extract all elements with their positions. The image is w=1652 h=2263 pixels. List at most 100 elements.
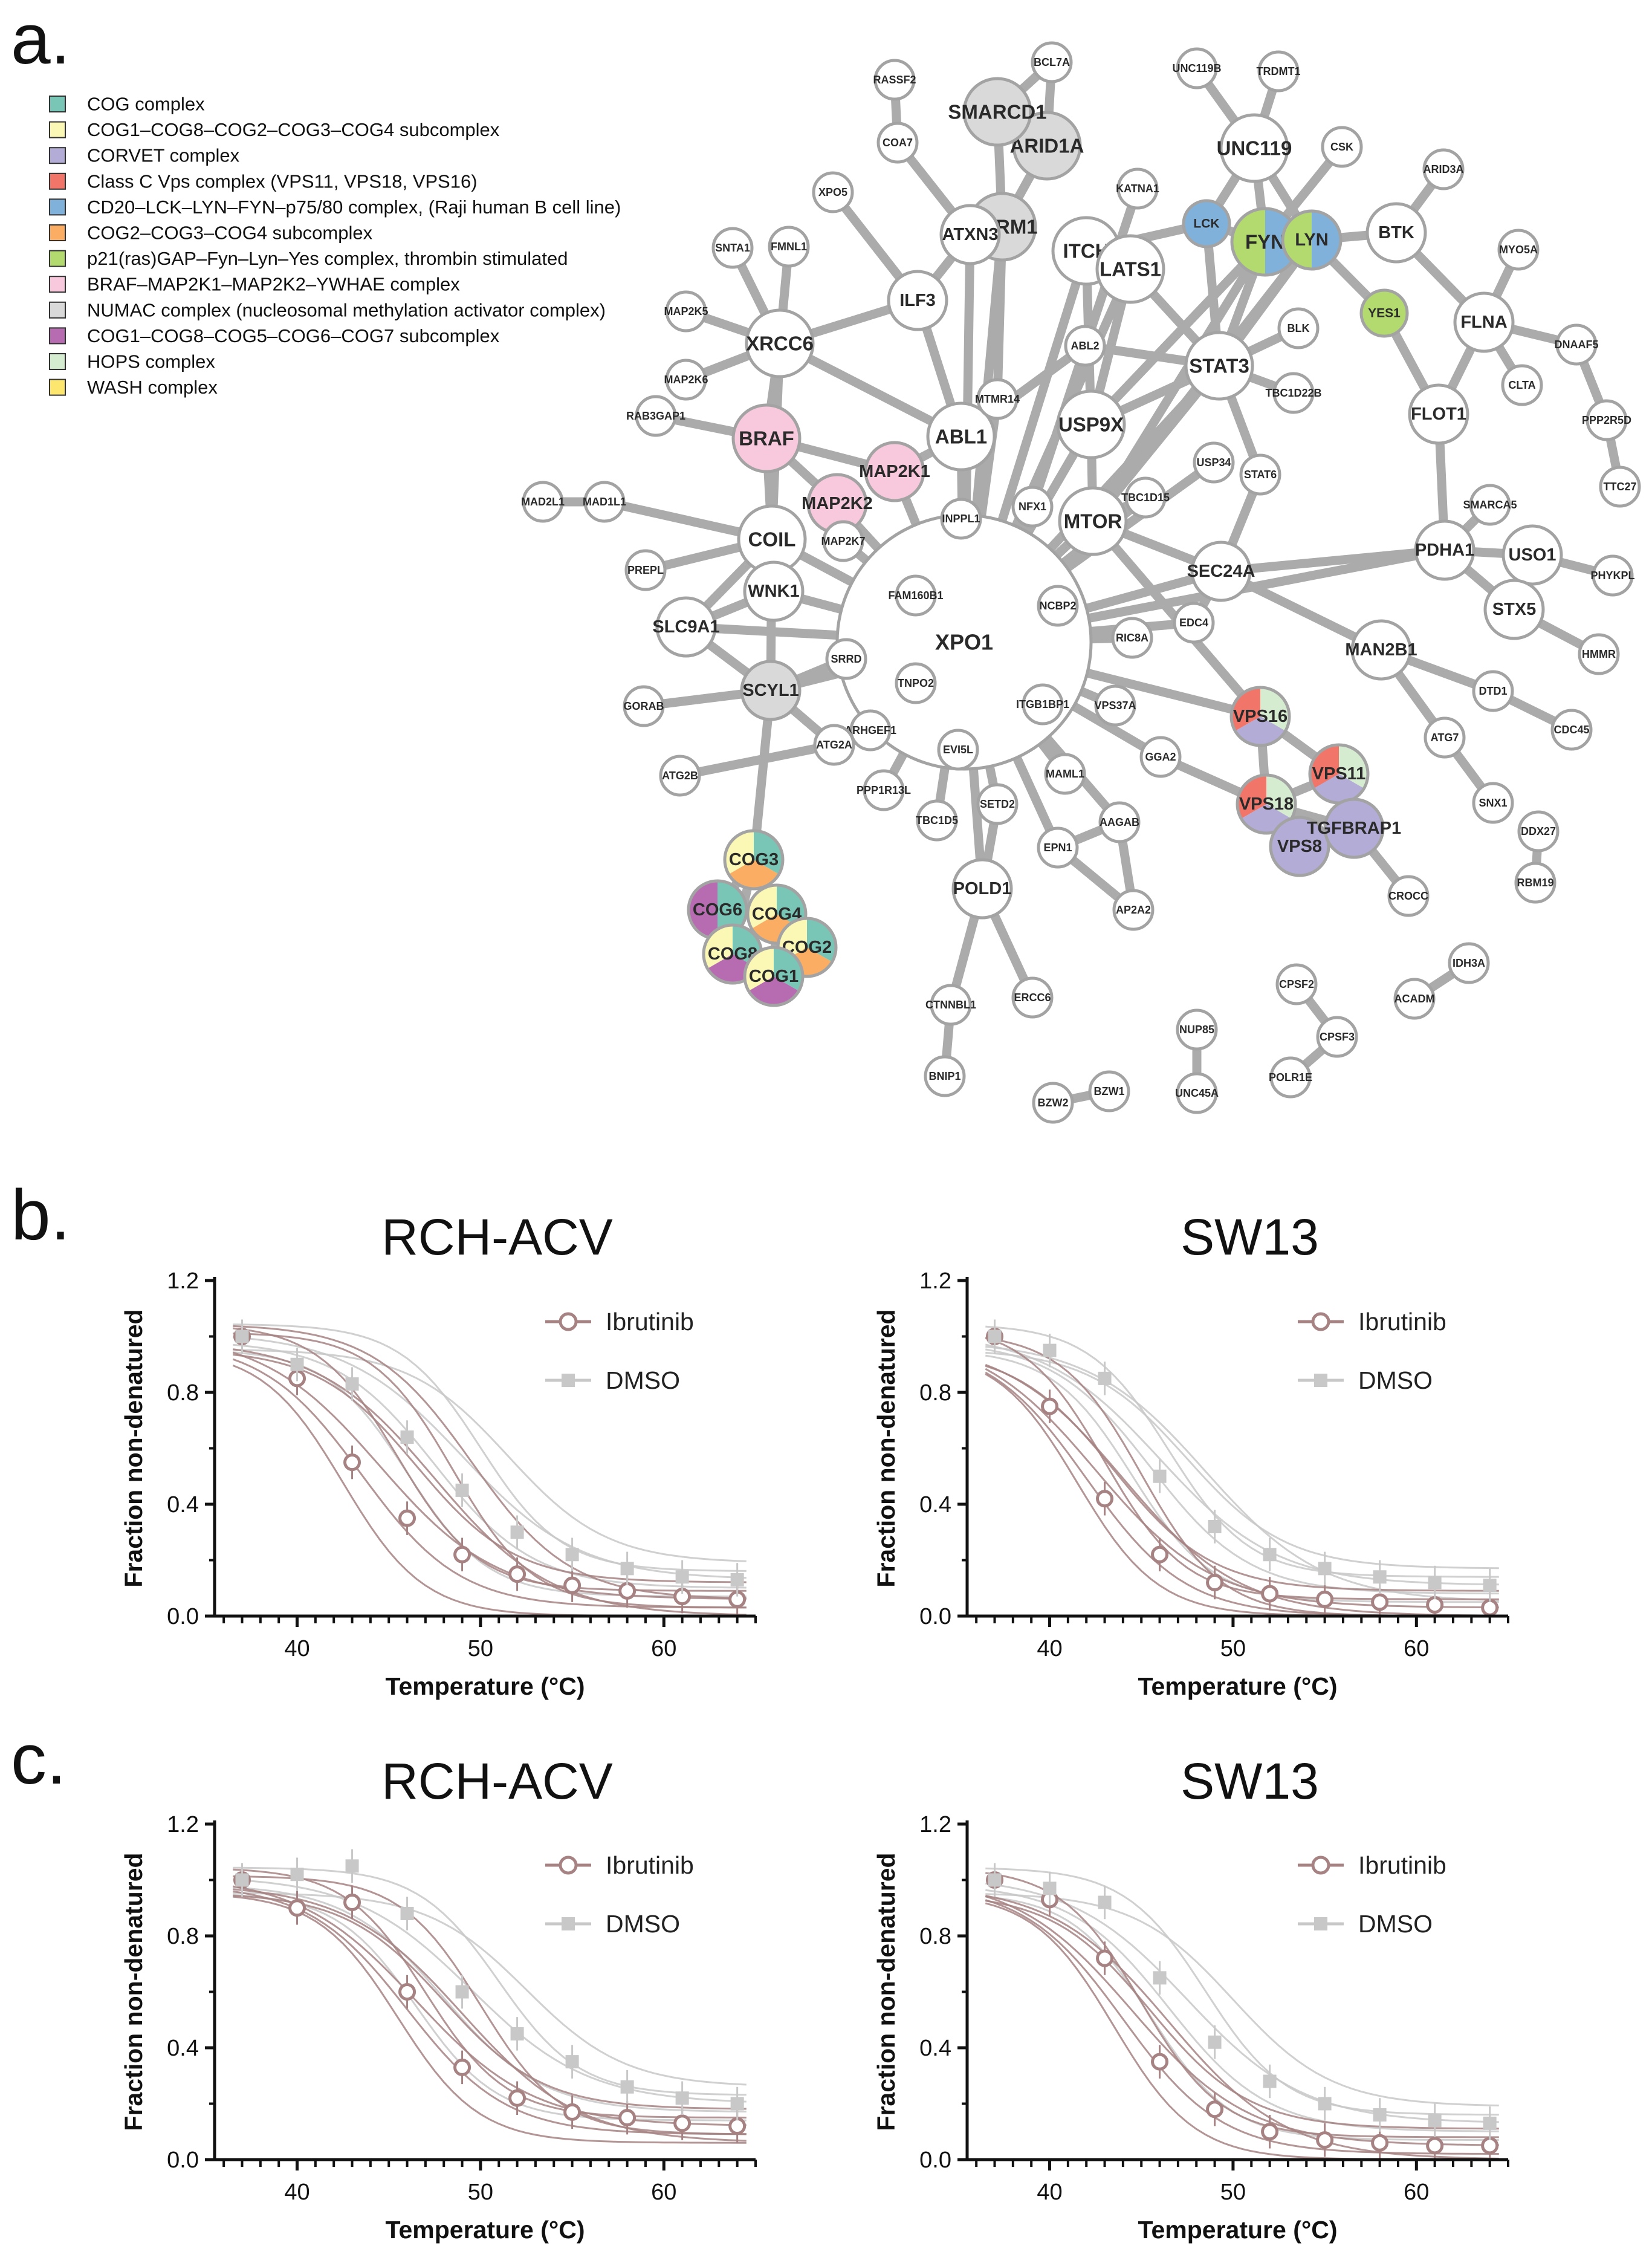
node-label-usp9x: USP9X [1058, 414, 1124, 436]
node-gorab: GORAB [623, 685, 665, 727]
node-label-gorab: GORAB [624, 700, 664, 712]
point-dmso [1153, 1469, 1167, 1483]
node-outline [1422, 148, 1465, 190]
node-outline [1483, 579, 1545, 640]
node-label-rab3gap1: RAB3GAP1 [626, 410, 685, 422]
node-fill [1259, 52, 1298, 91]
node-outline [1269, 1056, 1312, 1099]
node-cpsf3: CPSF3 [1316, 1016, 1358, 1058]
node-outline [1272, 372, 1315, 414]
node-label-hmmr: HMMR [1582, 648, 1616, 660]
axes: 0.0 0.4 0.8 1.2 40 50 60 [167, 1812, 757, 2205]
node-outline [1012, 111, 1082, 181]
node-fill [939, 730, 977, 769]
node-cog3: COG3 [723, 829, 785, 891]
node-fmnl1: FMNL1 [768, 226, 810, 268]
curve-ibrutinib [232, 1365, 747, 1617]
node-outline [1094, 684, 1136, 727]
legend-marker-ibrutinib [1311, 1856, 1330, 1875]
node-fill [667, 360, 705, 399]
node-fill [667, 292, 705, 331]
node-csk: CSK [1321, 126, 1363, 168]
node-label-arhgef1: ARHGEF1 [844, 724, 896, 736]
node-fill [1416, 521, 1474, 579]
y-tick-label: 0.0 [919, 1604, 951, 1629]
node-label-aagab: AAGAB [1100, 816, 1139, 828]
node-ctnnbl1: CTNNBL1 [925, 984, 976, 1026]
legend-label-dmso: DMSO [1358, 1366, 1433, 1394]
series-dmso [235, 1319, 744, 1597]
node-fill [1192, 542, 1250, 600]
node-label-snta1: SNTA1 [715, 242, 750, 254]
node-slice [1235, 716, 1286, 745]
node-fill [745, 562, 803, 620]
point-dmso [1428, 2114, 1442, 2128]
node-ercc6: ERCC6 [1011, 976, 1054, 1019]
node-outline [1044, 753, 1086, 795]
x-tick-label: 50 [468, 2180, 493, 2205]
node-label-ilf3: ILF3 [899, 291, 936, 310]
node-stat6: STAT6 [1239, 453, 1281, 496]
node-cdc45: CDC45 [1550, 709, 1593, 751]
node-lats1: LATS1 [1095, 234, 1165, 304]
node-fam160b1: FAM160B1 [888, 574, 944, 617]
node-xpo5: XPO5 [812, 171, 854, 213]
point-dmso [455, 1483, 469, 1497]
node-idh3a: IDH3A [1448, 942, 1490, 984]
series-ibrutinib [986, 1863, 1499, 2160]
node-label-ppp1r13l: PPP1R13L [857, 784, 911, 796]
point-dmso [988, 1873, 1002, 1887]
node-fill [1274, 374, 1313, 412]
node-label-vps16: VPS16 [1233, 707, 1288, 726]
node-outline [655, 596, 717, 658]
x-tick-label: 40 [284, 1636, 309, 1661]
node-vps8: VPS8 [1269, 816, 1330, 877]
node-evi5l: EVI5L [937, 729, 979, 771]
node-label-flot1: FLOT1 [1411, 404, 1466, 424]
node-label-arid3a: ARID3A [1423, 163, 1463, 175]
node-sec24a: SEC24A [1187, 541, 1255, 602]
curve-dmso [233, 1878, 747, 2103]
curve-dmso [985, 1345, 1499, 1602]
curve-ibrutinib [985, 1373, 1499, 1617]
curve-ibrutinib [985, 1900, 1499, 2130]
node-fill [1013, 978, 1052, 1017]
node-outline [1424, 716, 1466, 759]
y-tick-label: 0.4 [919, 1492, 951, 1518]
point-dmso [675, 2091, 689, 2105]
curve-dmso [985, 1351, 1499, 1570]
legend-swatch-wash-complex [49, 378, 66, 396]
legend-label-cog1-cog8-cog5-cog6-cog7-subcomplex: COG1–COG8–COG5–COG6–COG7 subcomplex [87, 325, 500, 346]
node-outline [1592, 554, 1634, 597]
node-label-sec24a: SEC24A [1187, 562, 1255, 581]
point-ibrutinib [343, 1453, 361, 1472]
legend-marker-ibrutinib [559, 1856, 578, 1875]
node-ric8a: RIC8A [1111, 617, 1153, 659]
node-outline [1176, 47, 1218, 89]
point-ibrutinib [618, 1582, 637, 1600]
node-outline [1277, 307, 1320, 349]
node-label-map2k7: MAP2K7 [821, 535, 865, 547]
y-tick-label: 0.4 [167, 1492, 199, 1518]
node-label-map2k5: MAP2K5 [664, 305, 708, 317]
legend-swatch-class-c-vps-complex-vps11-vps18-vps16 [49, 172, 66, 190]
node-label-bnip1: BNIP1 [928, 1070, 960, 1082]
node-coa7: COA7 [876, 122, 919, 164]
node-ppp1r13l: PPP1R13L [857, 769, 911, 811]
legend-label-cog2-cog3-cog4-subcomplex: COG2–COG3–COG4 subcomplex [87, 222, 373, 244]
node-outline [1088, 1070, 1130, 1112]
panel-letter-a: a. [11, 0, 70, 79]
legend-label-cog1-cog8-cog2-cog3-cog4-subcomplex: COG1–COG8–COG2–COG3–COG4 subcomplex [87, 119, 500, 140]
node-outline [1359, 288, 1409, 338]
point-ibrutinib [508, 1565, 526, 1583]
node-fill [1114, 891, 1153, 929]
node-outline [740, 660, 802, 721]
node-fill [1141, 738, 1180, 776]
node-outline [1578, 633, 1620, 675]
curve-dmso [233, 1343, 747, 1589]
point-dmso [1318, 1562, 1332, 1576]
node-fill [733, 405, 800, 472]
node-fill [1186, 333, 1252, 399]
interaction-network: XPO1XRCC6COILABL1USP9XMTORSTAT3UNC119ITC… [521, 41, 1641, 1124]
